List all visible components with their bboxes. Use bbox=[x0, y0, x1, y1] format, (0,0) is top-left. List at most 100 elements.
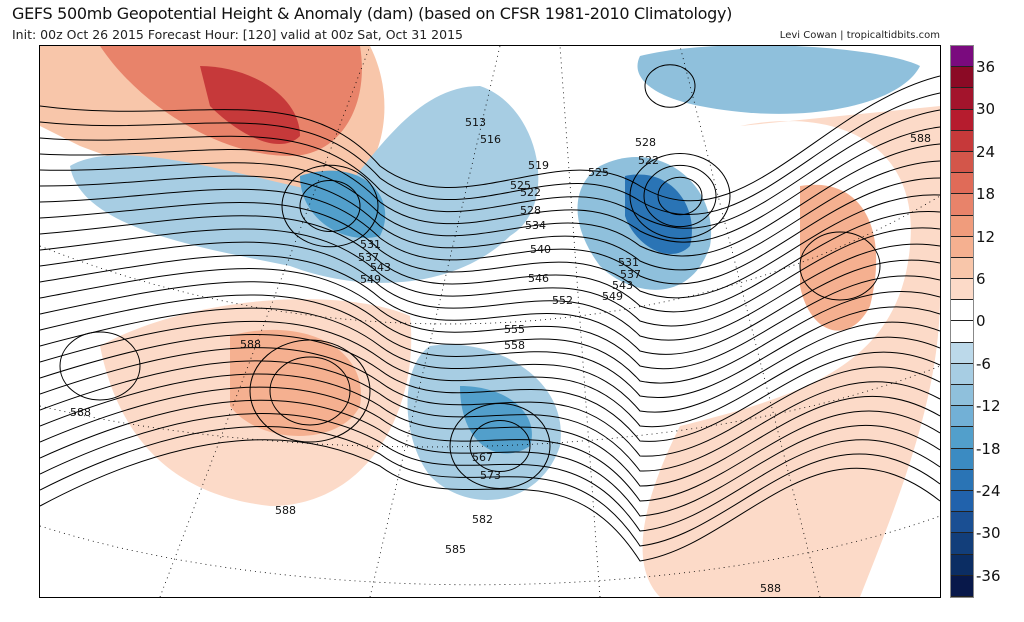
colorbar-bin bbox=[951, 363, 973, 385]
colorbar-bin bbox=[951, 279, 973, 301]
colorbar-bin bbox=[951, 173, 973, 195]
contour-label: 552 bbox=[552, 294, 573, 307]
contour-label: 555 bbox=[504, 323, 525, 336]
contour-labels: 5135165195225255285315345375405435465495… bbox=[70, 116, 931, 595]
colorbar-bin bbox=[951, 554, 973, 576]
colorbar-bin bbox=[951, 512, 973, 534]
height-contour bbox=[469, 420, 531, 472]
colorbar-bin bbox=[951, 109, 973, 131]
height-contour bbox=[40, 413, 940, 532]
colorbar bbox=[950, 45, 974, 598]
colorbar-tick-label: 6 bbox=[976, 270, 986, 288]
colorbar-tick-label: 36 bbox=[976, 58, 996, 76]
height-contour bbox=[40, 75, 940, 202]
colorbar-bin bbox=[951, 342, 973, 364]
colorbar-bin bbox=[951, 385, 973, 407]
height-contour bbox=[40, 373, 940, 487]
colorbar-bin bbox=[951, 490, 973, 513]
map-panel: 513 516 519 522 525 528 531 534 537 540 543 546 549 5… bbox=[39, 45, 941, 598]
contour-label: 525 bbox=[510, 179, 531, 192]
colorbar-tick-label: -6 bbox=[976, 354, 991, 373]
height-contour bbox=[281, 164, 379, 248]
chart-subtitle: Init: 00z Oct 26 2015 Forecast Hour: [12… bbox=[12, 27, 463, 42]
colorbar-tick-label: 18 bbox=[976, 185, 996, 204]
contour-label: 588 bbox=[240, 338, 261, 351]
colorbar-bin bbox=[951, 130, 973, 152]
height-contour bbox=[40, 227, 940, 327]
colorbar-bin bbox=[951, 533, 973, 555]
colorbar-tick-label: 12 bbox=[976, 227, 996, 246]
contour-label: 531 bbox=[360, 238, 381, 251]
contour-label: 513 bbox=[465, 116, 486, 129]
colorbar-tick-label: -30 bbox=[976, 524, 1001, 543]
colorbar-bin bbox=[951, 406, 973, 428]
height-contour bbox=[40, 307, 940, 413]
height-contour bbox=[299, 180, 361, 232]
height-contour bbox=[40, 177, 940, 285]
graticule bbox=[40, 46, 940, 597]
contour-label: 528 bbox=[635, 136, 656, 149]
height-contour bbox=[629, 153, 731, 239]
height-contour bbox=[40, 254, 940, 355]
colorbar-tick-label: -24 bbox=[976, 482, 1001, 500]
contour-label: 543 bbox=[370, 261, 391, 274]
height-contour bbox=[40, 439, 940, 562]
contour-label: 537 bbox=[358, 251, 379, 264]
contour-label: 519 bbox=[528, 159, 549, 172]
height-contour bbox=[40, 109, 940, 229]
height-contour bbox=[40, 143, 940, 257]
colorbar-tick-label: 30 bbox=[976, 100, 996, 119]
colorbar-bin bbox=[951, 194, 973, 216]
contour-label: 573 bbox=[480, 469, 501, 482]
contour-label: 588 bbox=[70, 406, 91, 419]
height-contour bbox=[59, 331, 141, 401]
colorbar-tick-label: 24 bbox=[976, 142, 996, 161]
colorbar-bin bbox=[951, 575, 973, 597]
colorbar-tick-label: 0 bbox=[976, 312, 986, 331]
height-contours bbox=[40, 64, 940, 562]
colorbar-bin bbox=[951, 321, 973, 343]
contour-label: 588 bbox=[910, 132, 931, 145]
colorbar-bin bbox=[951, 151, 973, 174]
contour-label: 537 bbox=[620, 268, 641, 281]
colorbar-bin bbox=[951, 469, 973, 491]
chart-title: GEFS 500mb Geopotential Height & Anomaly… bbox=[12, 4, 733, 23]
colorbar-bin bbox=[951, 67, 973, 89]
height-contour bbox=[40, 386, 940, 502]
height-contour bbox=[644, 64, 696, 108]
contour-label: 588 bbox=[760, 582, 781, 595]
contour-label: 522 bbox=[520, 186, 541, 199]
height-contour bbox=[40, 426, 940, 547]
contour-label: 540 bbox=[530, 243, 551, 256]
height-contour bbox=[249, 339, 371, 443]
height-contour bbox=[799, 231, 881, 301]
contour-label: 588 bbox=[275, 504, 296, 517]
height-contour bbox=[40, 320, 940, 428]
height-contour bbox=[40, 281, 940, 384]
height-contour bbox=[643, 164, 717, 228]
colorbar-tick-label: -12 bbox=[976, 397, 1001, 416]
contour-label: 585 bbox=[445, 543, 466, 556]
height-contour bbox=[40, 211, 940, 313]
height-contour bbox=[40, 268, 940, 370]
height-contour bbox=[40, 126, 940, 243]
contour-label: 531 bbox=[618, 256, 639, 269]
colorbar-tick-label: -18 bbox=[976, 439, 1001, 458]
height-contour bbox=[657, 176, 703, 216]
height-contour bbox=[40, 333, 940, 442]
height-contour bbox=[40, 399, 940, 517]
height-contour bbox=[40, 160, 940, 271]
contour-label: 534 bbox=[525, 219, 546, 232]
colorbar-tick-label: -36 bbox=[976, 566, 1001, 585]
contour-label: 549 bbox=[360, 273, 381, 286]
height-contour bbox=[40, 360, 940, 472]
height-contour bbox=[269, 356, 351, 426]
anomaly-map: 5135165195225255285315345375405435465495… bbox=[40, 46, 940, 597]
height-contour bbox=[40, 241, 940, 341]
contour-label: 522 bbox=[638, 154, 659, 167]
height-contour bbox=[40, 294, 940, 399]
contour-label: 567 bbox=[472, 451, 493, 464]
contour-label: 528 bbox=[520, 204, 541, 217]
contour-label: 549 bbox=[602, 290, 623, 303]
colorbar-bin bbox=[951, 427, 973, 449]
